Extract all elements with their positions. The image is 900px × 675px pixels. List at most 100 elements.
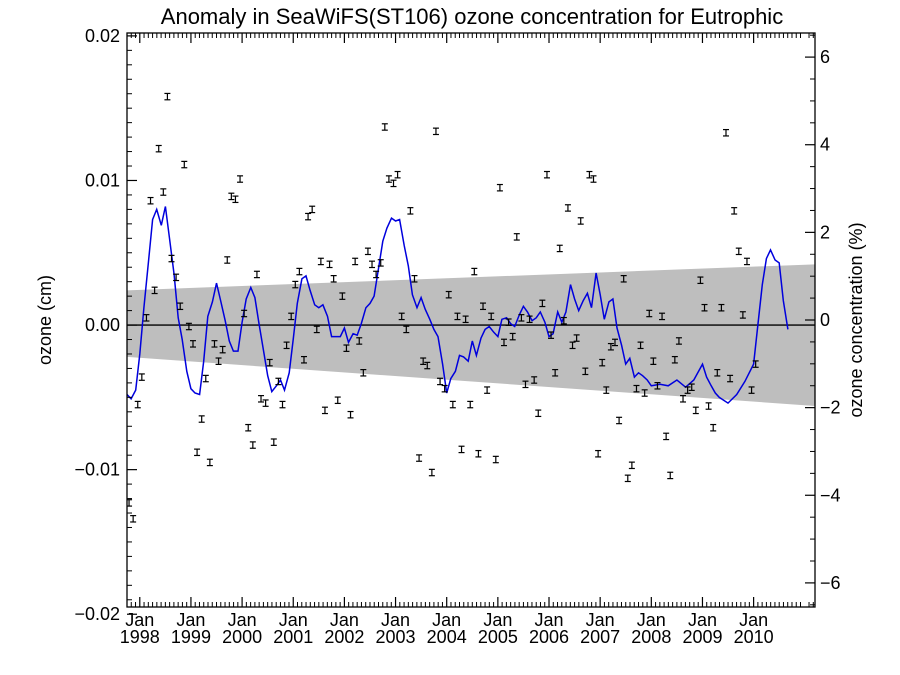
data-point bbox=[441, 384, 448, 393]
data-point bbox=[646, 309, 653, 318]
x-tick-label-month: Jan bbox=[739, 610, 768, 630]
data-point bbox=[467, 400, 474, 409]
x-tick-label-year: 2008 bbox=[631, 627, 671, 647]
x-tick-label-month: Jan bbox=[688, 610, 717, 630]
smoothed-series-line bbox=[127, 206, 789, 405]
x-tick-label-year: 2002 bbox=[324, 627, 364, 647]
data-point bbox=[377, 259, 384, 267]
data-point bbox=[198, 415, 205, 423]
data-point bbox=[607, 342, 614, 351]
data-point bbox=[513, 233, 520, 241]
data-point bbox=[564, 204, 571, 212]
data-point bbox=[390, 179, 397, 188]
data-point bbox=[611, 338, 618, 347]
x-tick-label-year: 2009 bbox=[682, 627, 722, 647]
data-point bbox=[215, 357, 222, 365]
data-point bbox=[385, 175, 392, 183]
data-point bbox=[360, 368, 367, 377]
data-point bbox=[168, 254, 175, 263]
data-point bbox=[692, 406, 699, 415]
y-tick-label-right: 4 bbox=[820, 135, 830, 155]
data-point bbox=[228, 192, 235, 201]
data-point bbox=[241, 309, 248, 318]
y-tick-label-left: 0.02 bbox=[85, 26, 120, 46]
data-point bbox=[232, 195, 239, 204]
y-tick-label-left: −0.02 bbox=[74, 604, 120, 624]
data-point bbox=[449, 400, 456, 409]
data-point bbox=[143, 314, 150, 322]
data-point bbox=[237, 175, 244, 183]
data-point bbox=[560, 316, 567, 325]
data-point bbox=[659, 312, 666, 321]
data-point bbox=[369, 260, 376, 269]
data-point bbox=[177, 302, 184, 311]
data-point bbox=[130, 515, 137, 523]
x-tick-label-year: 2000 bbox=[222, 627, 262, 647]
data-point bbox=[437, 377, 444, 386]
data-point bbox=[164, 92, 171, 101]
data-point bbox=[735, 247, 742, 256]
x-tick-label-year: 2005 bbox=[478, 627, 518, 647]
y-tick-label-right: 6 bbox=[820, 47, 830, 67]
data-point bbox=[155, 144, 162, 153]
data-point bbox=[650, 357, 657, 365]
data-point bbox=[445, 290, 452, 299]
y-axis-title-left: ozone (cm) bbox=[35, 275, 55, 365]
y-tick-label-right: 2 bbox=[820, 222, 830, 242]
y-tick-label-right: 0 bbox=[820, 310, 830, 330]
data-point bbox=[275, 377, 282, 386]
data-point bbox=[454, 312, 461, 321]
data-point bbox=[194, 448, 201, 457]
data-point bbox=[573, 334, 580, 342]
data-point bbox=[603, 386, 610, 394]
data-point bbox=[403, 325, 410, 334]
data-point bbox=[577, 217, 584, 225]
y-tick-label-right: −6 bbox=[820, 573, 841, 593]
data-point bbox=[173, 273, 180, 282]
y-tick-label-left: 0.01 bbox=[85, 170, 120, 190]
data-point bbox=[249, 441, 256, 449]
data-point bbox=[292, 280, 299, 289]
data-point bbox=[313, 325, 320, 334]
data-point bbox=[697, 276, 704, 285]
data-point bbox=[714, 368, 721, 377]
x-tick-label-month: Jan bbox=[637, 610, 666, 630]
data-point bbox=[420, 357, 427, 365]
data-point bbox=[616, 416, 623, 425]
data-point bbox=[258, 395, 265, 403]
data-point bbox=[211, 340, 218, 348]
x-tick-label-year: 2001 bbox=[273, 627, 313, 647]
data-point bbox=[539, 299, 546, 308]
data-point bbox=[731, 207, 738, 215]
x-tick-label-year: 2006 bbox=[529, 627, 569, 647]
data-point bbox=[688, 383, 695, 392]
data-point bbox=[300, 355, 307, 364]
data-point bbox=[407, 207, 414, 215]
data-point bbox=[637, 341, 644, 350]
data-point bbox=[296, 267, 303, 276]
data-point bbox=[458, 445, 465, 454]
data-point bbox=[671, 355, 678, 364]
x-tick-label-month: Jan bbox=[586, 610, 615, 630]
data-point bbox=[364, 247, 371, 256]
data-point bbox=[305, 212, 312, 221]
data-point bbox=[684, 386, 691, 394]
data-point bbox=[556, 244, 563, 253]
data-point bbox=[535, 409, 542, 418]
data-point bbox=[748, 386, 755, 394]
data-point bbox=[480, 302, 487, 311]
x-tick-label-year: 1999 bbox=[171, 627, 211, 647]
y-axis-title-right: ozone concentration (%) bbox=[846, 222, 866, 417]
data-point bbox=[202, 374, 209, 383]
x-tick-label-year: 2007 bbox=[580, 627, 620, 647]
data-point bbox=[680, 395, 687, 403]
data-point bbox=[189, 340, 196, 348]
data-point bbox=[279, 400, 286, 409]
data-point bbox=[586, 170, 593, 179]
y-tick-label-left: 0.00 bbox=[85, 315, 120, 335]
data-point bbox=[343, 344, 350, 352]
data-point bbox=[185, 322, 192, 331]
data-point bbox=[475, 449, 482, 458]
data-point bbox=[599, 358, 606, 367]
